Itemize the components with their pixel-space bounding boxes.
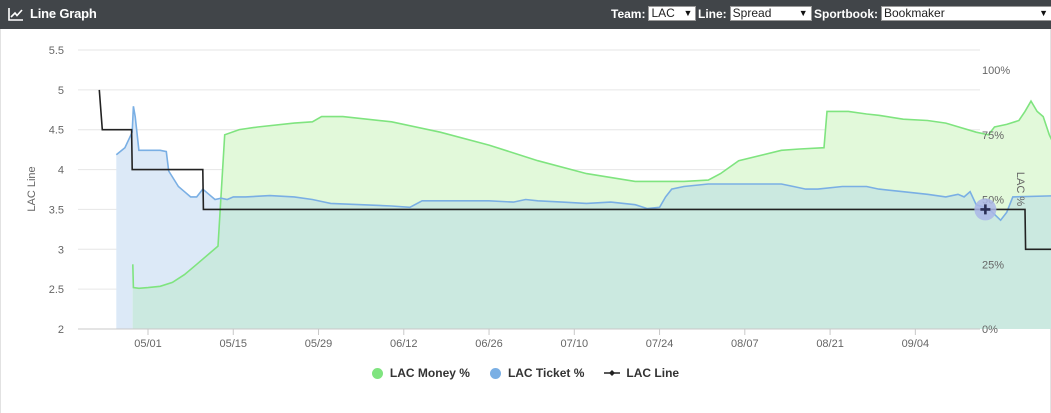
team-select-value: LAC xyxy=(651,6,675,20)
y-right-axis-title: LAC % xyxy=(1014,172,1026,206)
legend-item-line[interactable]: LAC Line xyxy=(604,366,679,380)
y-right-tick-label: 25% xyxy=(982,259,1004,271)
lac-line xyxy=(98,89,1051,251)
sportbook-control: Sportbook: Bookmaker ▼ xyxy=(814,6,1051,21)
team-select[interactable]: LAC ▼ xyxy=(648,6,697,21)
line-graph-icon xyxy=(8,7,23,21)
legend-item-money[interactable]: LAC Money % xyxy=(371,366,470,380)
y-left-tick-label: 5 xyxy=(58,85,64,97)
y-left-tick-label: 2 xyxy=(58,324,64,336)
y-left-tick-label: 4.5 xyxy=(49,125,64,137)
line-select-value: Spread xyxy=(732,6,772,20)
chevron-down-icon: ▼ xyxy=(1039,8,1048,18)
y-left-tick-label: 3 xyxy=(58,244,64,256)
x-tick-label: 09/04 xyxy=(902,338,930,350)
x-tick-label: 05/29 xyxy=(305,338,333,350)
y-right-tick-label: 0% xyxy=(982,324,998,336)
x-tick-label: 05/01 xyxy=(134,338,162,350)
y-left-axis-title: LAC Line xyxy=(26,166,38,211)
markers xyxy=(974,198,997,221)
y-left-tick-label: 5.5 xyxy=(49,45,64,57)
x-tick-label: 07/10 xyxy=(561,338,589,350)
sportbook-label: Sportbook: xyxy=(814,6,878,21)
chart-legend: LAC Money % LAC Ticket % LAC Line xyxy=(0,366,1051,380)
money-line xyxy=(132,99,1051,290)
x-tick-label: 06/12 xyxy=(390,338,418,350)
legend-dot-money xyxy=(371,367,383,379)
x-tick-label: 08/07 xyxy=(731,338,759,350)
sportbook-select-value: Bookmaker xyxy=(884,6,945,20)
y-left-tick-label: 2.5 xyxy=(49,284,64,296)
series-areas xyxy=(116,101,1051,329)
y-left-tick-label: 4 xyxy=(58,165,64,177)
legend-line-symbol xyxy=(604,370,621,376)
header-title-group: Line Graph xyxy=(8,6,97,21)
chevron-down-icon: ▼ xyxy=(683,8,693,18)
ticket-line xyxy=(115,106,1051,222)
page-title: Line Graph xyxy=(30,6,97,21)
line-select[interactable]: Spread ▼ xyxy=(729,6,812,21)
chevron-down-icon: ▼ xyxy=(798,8,808,18)
x-tick-label: 05/15 xyxy=(219,338,247,350)
plus-icon xyxy=(980,204,991,215)
team-control: Team: LAC ▼ xyxy=(611,6,697,21)
y-right-tick-label: 75% xyxy=(982,130,1004,142)
y-right-tick-label: 100% xyxy=(982,65,1010,77)
x-tick-label: 06/26 xyxy=(475,338,503,350)
legend-label-ticket: LAC Ticket % xyxy=(507,366,585,380)
legend-item-ticket[interactable]: LAC Ticket % xyxy=(489,366,585,380)
x-tick-label: 07/24 xyxy=(646,338,674,350)
line-control: Line: Spread ▼ xyxy=(698,6,812,21)
x-tick-label: 08/21 xyxy=(816,338,844,350)
legend-label-money: LAC Money % xyxy=(389,366,470,380)
line-label: Line: xyxy=(698,6,727,21)
legend-label-line: LAC Line xyxy=(626,366,680,380)
legend-dot-ticket xyxy=(489,367,501,379)
series-lines xyxy=(98,89,1051,290)
axes: 22.533.544.555.50%25%50%75%100%05/01 05/1… xyxy=(26,45,1026,350)
header-bar: Line Graph Team: LAC ▼ Line: Spread ▼ Sp… xyxy=(0,0,1051,29)
team-label: Team: xyxy=(611,6,646,21)
line-chart: 22.533.544.555.50%25%50%75%100%05/01 05/1… xyxy=(26,45,1051,350)
y-left-tick-label: 3.5 xyxy=(49,204,64,216)
sportbook-select[interactable]: Bookmaker ▼ xyxy=(881,6,1051,21)
